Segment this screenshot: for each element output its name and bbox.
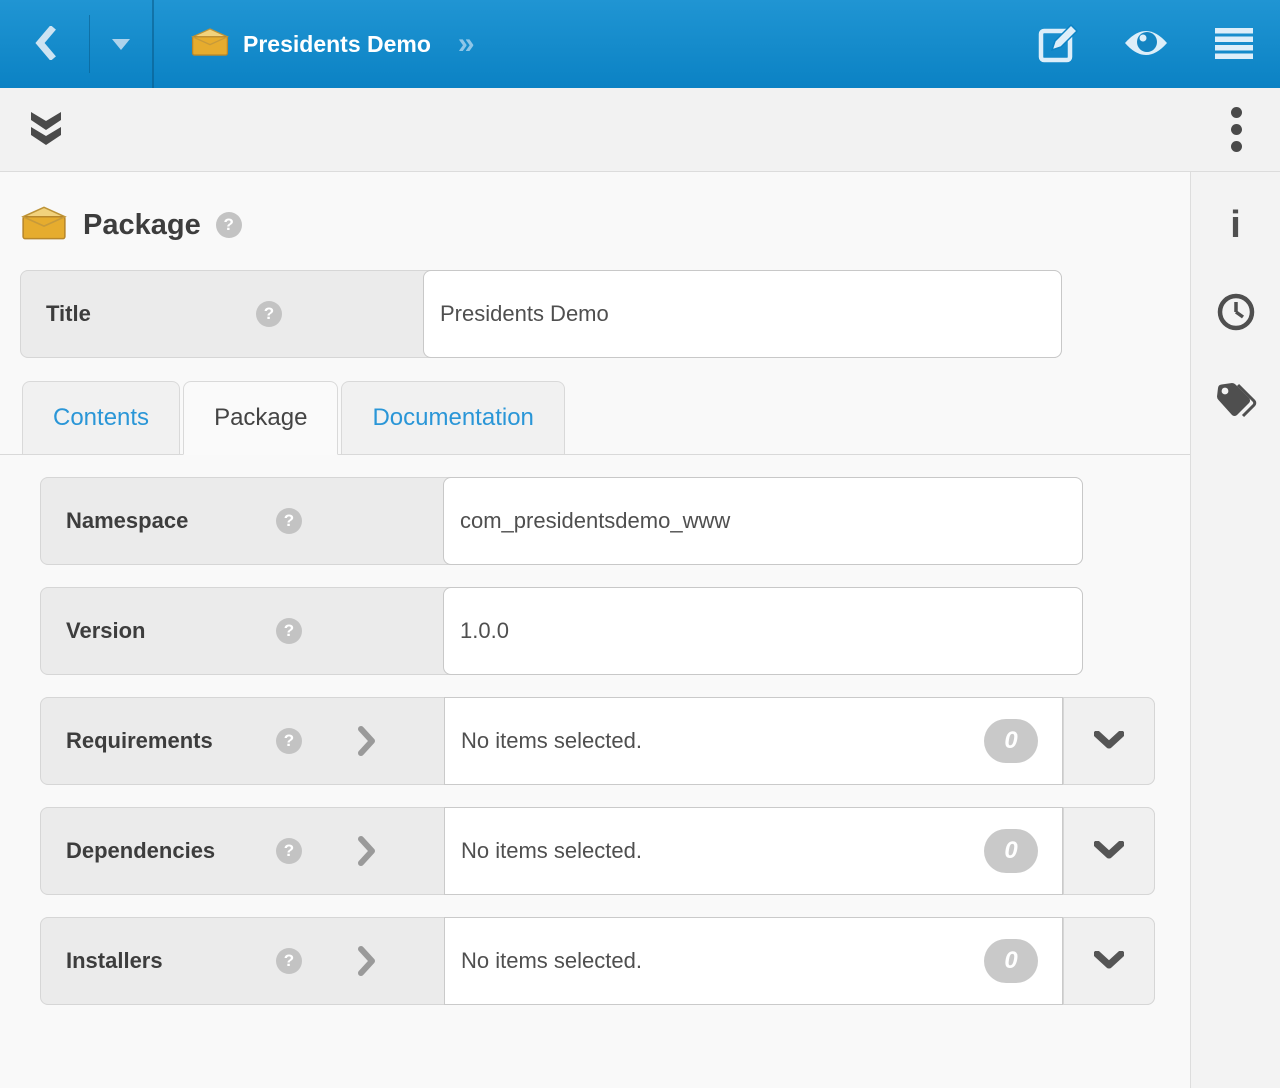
- field-input[interactable]: [443, 477, 1083, 565]
- help-icon[interactable]: ?: [276, 838, 302, 864]
- field-label-cell: Dependencies ?: [41, 808, 444, 894]
- help-icon[interactable]: ?: [276, 618, 302, 644]
- chevron-down-icon: [1093, 840, 1125, 862]
- title-field-row: Title ?: [20, 270, 1062, 358]
- preview-button[interactable]: [1124, 0, 1168, 88]
- clock-icon: [1216, 292, 1256, 335]
- tab-label: Contents: [53, 404, 150, 431]
- help-icon[interactable]: ?: [276, 728, 302, 754]
- selected-items-text: No items selected.: [461, 948, 642, 973]
- eye-icon: [1123, 27, 1169, 62]
- field-value-cell: No items selected. 0: [444, 917, 1063, 1005]
- field-label: Title: [46, 301, 91, 326]
- page-heading: Package ?: [0, 172, 1190, 252]
- field-label-cell: Requirements ?: [41, 698, 444, 784]
- back-dropdown-button[interactable]: [90, 0, 152, 88]
- count-badge: 0: [984, 939, 1038, 983]
- field-label-cell: Title ?: [21, 271, 424, 357]
- dropdown-toggle-button[interactable]: [1063, 807, 1155, 895]
- tab-bar: Contents Package Documentation: [0, 380, 1190, 455]
- count-badge: 0: [984, 719, 1038, 763]
- field-label: Installers: [66, 948, 163, 973]
- header-divider: [89, 15, 90, 73]
- kebab-menu-icon: [1231, 107, 1242, 152]
- tags-button[interactable]: [1208, 380, 1264, 422]
- tab-documentation[interactable]: Documentation: [341, 381, 565, 455]
- tab-label: Package: [214, 404, 308, 431]
- field-label-cell: Namespace ?: [41, 478, 444, 564]
- field-value-cell: No items selected. 0: [444, 697, 1063, 785]
- dropdown-toggle-button[interactable]: [1063, 917, 1155, 1005]
- help-icon[interactable]: ?: [276, 508, 302, 534]
- chevron-right-icon[interactable]: [358, 836, 376, 866]
- breadcrumb-title[interactable]: Presidents Demo: [243, 30, 431, 57]
- page-title: Package: [83, 208, 201, 241]
- count-badge: 0: [984, 829, 1038, 873]
- header-actions: [1036, 0, 1280, 88]
- title-input[interactable]: [423, 270, 1062, 358]
- tags-icon: [1214, 381, 1258, 422]
- edit-button[interactable]: [1036, 0, 1080, 88]
- tab-label: Documentation: [372, 404, 534, 431]
- selected-items-text: No items selected.: [461, 728, 642, 753]
- secondary-toolbar: [0, 88, 1280, 172]
- content-panel: Package ? Title ? Contents Package Docum…: [0, 172, 1190, 1088]
- form-field-row: Namespace ?: [40, 477, 1083, 565]
- package-tab-panel: Namespace ? Version ? Requirements ? No …: [0, 455, 1190, 1005]
- package-icon: [20, 204, 68, 247]
- field-input[interactable]: [443, 587, 1083, 675]
- collapse-toolbar-button[interactable]: [30, 111, 62, 148]
- field-label-cell: Version ?: [41, 588, 444, 674]
- help-icon[interactable]: ?: [276, 948, 302, 974]
- package-icon: [190, 26, 230, 63]
- form-field-row: Dependencies ? No items selected. 0: [40, 807, 1155, 895]
- header-divider: [152, 0, 154, 88]
- field-label: Requirements: [66, 728, 213, 753]
- tab-contents[interactable]: Contents: [22, 381, 181, 455]
- form-field-row: Installers ? No items selected. 0: [40, 917, 1155, 1005]
- field-value-cell: No items selected. 0: [444, 807, 1063, 895]
- breadcrumb: Presidents Demo »: [154, 26, 1036, 63]
- form-field-row: Requirements ? No items selected. 0: [40, 697, 1155, 785]
- info-icon: i: [1230, 204, 1241, 246]
- help-icon[interactable]: ?: [215, 212, 242, 238]
- caret-down-icon: [112, 38, 130, 50]
- top-header-bar: Presidents Demo »: [0, 0, 1280, 88]
- help-icon[interactable]: ?: [256, 301, 282, 327]
- chevron-down-icon: [1093, 730, 1125, 752]
- menu-lines-icon: [1214, 27, 1254, 62]
- more-options-button[interactable]: [1231, 107, 1242, 152]
- info-button[interactable]: i: [1208, 204, 1264, 246]
- field-label: Dependencies: [66, 838, 216, 863]
- back-button[interactable]: [0, 0, 89, 88]
- chevron-left-icon: [33, 24, 57, 63]
- field-label: Namespace: [66, 508, 189, 533]
- chevron-right-icon[interactable]: [358, 946, 376, 976]
- history-button[interactable]: [1208, 292, 1264, 334]
- menu-button[interactable]: [1212, 0, 1256, 88]
- field-label: Version: [66, 618, 146, 643]
- edit-square-icon: [1038, 23, 1079, 66]
- main-area: Package ? Title ? Contents Package Docum…: [0, 172, 1280, 1088]
- tab-package[interactable]: Package: [183, 381, 339, 455]
- chevron-down-icon: [1093, 950, 1125, 972]
- double-chevron-down-icon: [30, 111, 62, 148]
- form-field-row: Version ?: [40, 587, 1083, 675]
- side-rail: i: [1190, 172, 1280, 1088]
- field-label-cell: Installers ?: [41, 918, 444, 1004]
- chevron-right-icon[interactable]: [358, 726, 376, 756]
- dropdown-toggle-button[interactable]: [1063, 697, 1155, 785]
- selected-items-text: No items selected.: [461, 838, 642, 863]
